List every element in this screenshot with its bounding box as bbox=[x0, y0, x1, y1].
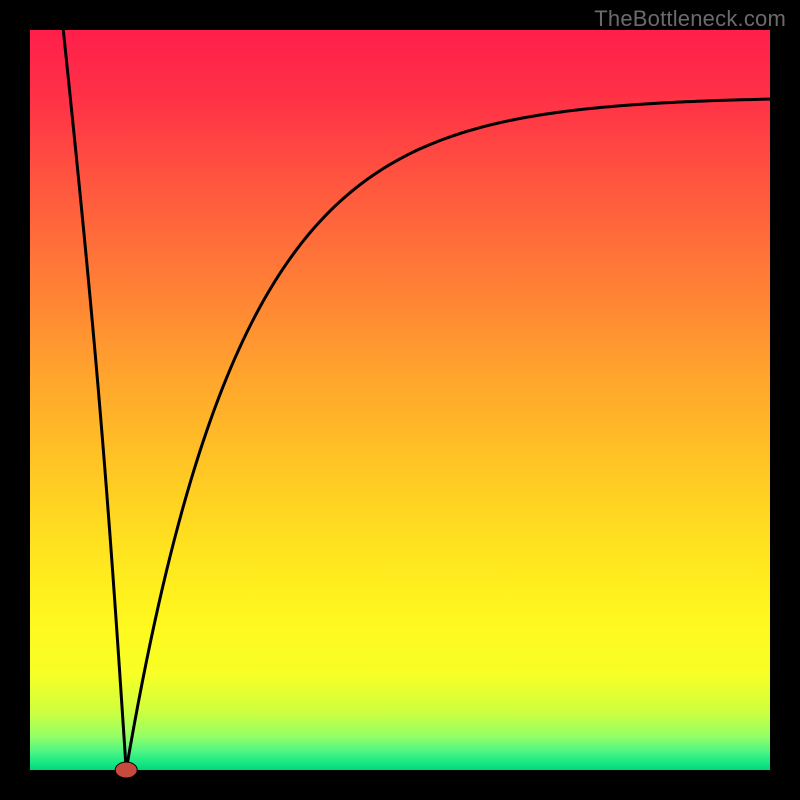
chart-frame: TheBottleneck.com bbox=[0, 0, 800, 800]
bottleneck-curve bbox=[63, 30, 770, 770]
curve-layer bbox=[30, 30, 770, 770]
optimum-marker bbox=[115, 762, 137, 778]
watermark-text: TheBottleneck.com bbox=[594, 6, 786, 32]
plot-area bbox=[30, 30, 770, 770]
